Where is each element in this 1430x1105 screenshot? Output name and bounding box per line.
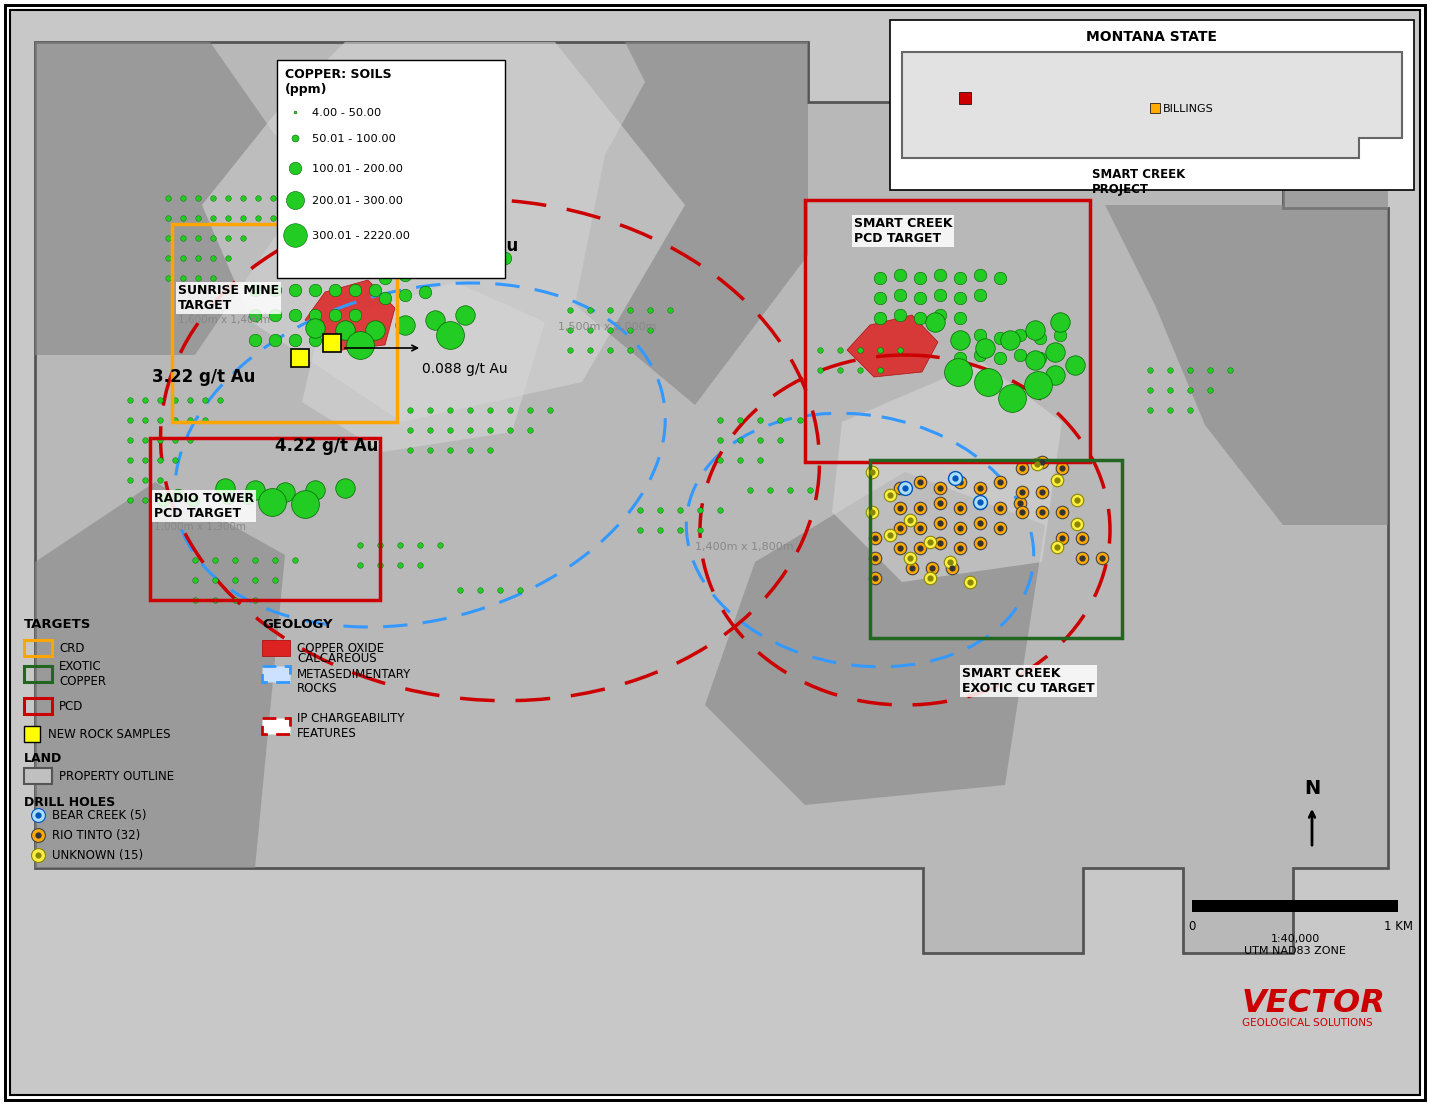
Text: 300.01 - 2220.00: 300.01 - 2220.00: [312, 231, 410, 241]
Text: NEW ROCK SAMPLES: NEW ROCK SAMPLES: [49, 727, 170, 740]
Text: TARGETS: TARGETS: [24, 618, 92, 631]
Bar: [1150, 103, 1160, 113]
Bar: [277, 60, 505, 278]
Text: EXOTIC
COPPER: EXOTIC COPPER: [59, 660, 106, 688]
Bar: [24, 768, 51, 785]
Bar: [1193, 899, 1399, 912]
Text: 0.088 g/t Au: 0.088 g/t Au: [422, 362, 508, 376]
Bar: [24, 640, 51, 656]
Text: BILLINGS: BILLINGS: [1163, 104, 1214, 114]
Text: SMART CREEK
PROJECT: SMART CREEK PROJECT: [1093, 168, 1185, 196]
Text: 1,000m x 1,300m: 1,000m x 1,300m: [154, 522, 246, 532]
Text: DRILL HOLES: DRILL HOLES: [24, 796, 116, 809]
Text: 4.22 g/t Au: 4.22 g/t Au: [275, 436, 379, 455]
Text: LAND: LAND: [24, 753, 63, 765]
Text: 50.01 - 100.00: 50.01 - 100.00: [312, 134, 396, 144]
Bar: [889, 20, 1414, 190]
Polygon shape: [34, 42, 1389, 953]
Text: VECTOR: VECTOR: [1243, 988, 1386, 1019]
Text: SMART CREEK
EXOTIC CU TARGET: SMART CREEK EXOTIC CU TARGET: [962, 667, 1094, 695]
Text: 200.01 - 300.00: 200.01 - 300.00: [312, 196, 403, 206]
Text: 1,500m x 2,000m: 1,500m x 2,000m: [558, 322, 656, 332]
Text: RIO TINTO (32): RIO TINTO (32): [51, 830, 140, 842]
Bar: [869, 460, 1123, 638]
Polygon shape: [202, 42, 685, 422]
Text: COPPER OXIDE: COPPER OXIDE: [297, 642, 385, 654]
Polygon shape: [575, 42, 808, 406]
Bar: [24, 698, 51, 714]
Text: PCD: PCD: [59, 699, 83, 713]
Bar: [290, 349, 309, 367]
Text: PROPERTY OUTLINE: PROPERTY OUTLINE: [59, 769, 174, 782]
Bar: [172, 224, 398, 422]
Text: 3.22 g/t Au: 3.22 g/t Au: [152, 368, 256, 386]
Text: GEOLOGICAL SOLUTIONS: GEOLOGICAL SOLUTIONS: [1243, 1018, 1373, 1028]
Bar: [323, 334, 340, 352]
Polygon shape: [1105, 148, 1389, 525]
Polygon shape: [302, 282, 545, 452]
FancyBboxPatch shape: [262, 666, 290, 682]
Text: SUNRISE MINE
TARGET: SUNRISE MINE TARGET: [177, 284, 279, 312]
Text: CALCAREOUS
METASEDIMENTARY
ROCKS: CALCAREOUS METASEDIMENTARY ROCKS: [297, 652, 412, 695]
Polygon shape: [847, 315, 938, 377]
Text: RADIO TOWER
PCD TARGET: RADIO TOWER PCD TARGET: [154, 492, 255, 520]
Bar: [262, 640, 290, 656]
Text: 1,600m x 1,400m: 1,600m x 1,400m: [177, 315, 270, 325]
Bar: [24, 666, 51, 682]
Bar: [805, 200, 1090, 462]
Text: 1,400m x 1,800m: 1,400m x 1,800m: [695, 541, 794, 552]
Text: 4.00 - 50.00: 4.00 - 50.00: [312, 108, 382, 118]
Text: 100.01 - 200.00: 100.01 - 200.00: [312, 164, 403, 173]
Text: COPPER: SOILS
(ppm): COPPER: SOILS (ppm): [285, 69, 392, 96]
FancyBboxPatch shape: [262, 718, 290, 734]
Polygon shape: [832, 362, 1062, 582]
Text: N: N: [1304, 779, 1320, 798]
Polygon shape: [34, 482, 285, 869]
Text: 0: 0: [1188, 920, 1195, 933]
Polygon shape: [705, 472, 1045, 806]
Text: BEAR CREEK (5): BEAR CREEK (5): [51, 810, 146, 822]
Text: GEOLOGY: GEOLOGY: [262, 618, 333, 631]
Bar: [24, 726, 40, 741]
Polygon shape: [902, 52, 1401, 158]
Polygon shape: [34, 42, 310, 355]
Text: 1 KM: 1 KM: [1383, 920, 1413, 933]
Text: CRD: CRD: [59, 642, 84, 654]
Text: IP CHARGEABILITY
FEATURES: IP CHARGEABILITY FEATURES: [297, 712, 405, 740]
Text: MONTANA STATE: MONTANA STATE: [1087, 30, 1217, 44]
Text: 1:40,000
UTM NAD83 ZONE: 1:40,000 UTM NAD83 ZONE: [1244, 934, 1346, 956]
Polygon shape: [305, 280, 395, 350]
Text: UNKNOWN (15): UNKNOWN (15): [51, 850, 143, 863]
Text: SMART CREEK
PCD TARGET: SMART CREEK PCD TARGET: [854, 217, 952, 245]
Text: 4.26 g/t Au: 4.26 g/t Au: [415, 236, 518, 255]
Bar: [960, 92, 971, 104]
Bar: [150, 438, 380, 600]
